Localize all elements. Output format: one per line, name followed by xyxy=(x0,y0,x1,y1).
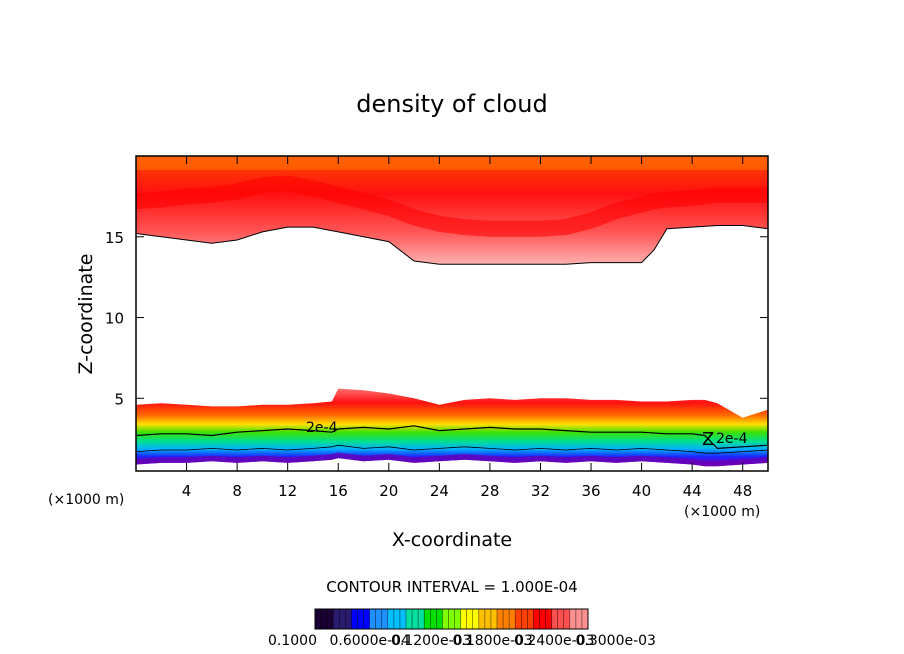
colorbar-swatch xyxy=(387,609,395,629)
colorbar-swatch xyxy=(503,609,510,629)
x-tick-label: 36 xyxy=(581,482,600,500)
colorbar-swatch xyxy=(448,609,455,629)
colorbar-swatch xyxy=(418,609,425,629)
x-tick-label: 40 xyxy=(632,482,651,500)
colorbar-swatch xyxy=(357,609,364,629)
colorbar xyxy=(314,608,589,630)
colorbar-swatch xyxy=(454,609,461,629)
lower-base-band xyxy=(136,452,768,467)
colorbar-swatch xyxy=(569,609,577,629)
colorbar-labels: 0.1000 0.6000e-040.1200e-030.1800e-030.24… xyxy=(268,633,656,649)
x-axis-label: X-coordinate xyxy=(392,529,512,551)
colorbar-swatch xyxy=(539,609,546,629)
colorbar-label: 0.6000e-04 xyxy=(330,633,411,649)
x-tick-label: 8 xyxy=(232,482,242,500)
contour-lines xyxy=(135,225,769,454)
colorbar-swatch xyxy=(399,609,407,629)
colorbar-swatch xyxy=(497,609,504,629)
colorbar-label: 0.1800e-03 xyxy=(453,633,533,649)
contour-label-right-marker: Z xyxy=(702,429,714,450)
colorbar-swatch xyxy=(460,609,467,629)
colorbar-swatch xyxy=(509,609,516,629)
colorbar-swatch xyxy=(557,609,565,629)
x-tick-label: 24 xyxy=(430,482,449,500)
plot-frame xyxy=(135,155,769,472)
colorbar-swatch xyxy=(527,609,534,629)
contour-label-left: 2e-4 xyxy=(306,420,338,436)
x-tick-label: 32 xyxy=(531,482,550,500)
upper-base-contour xyxy=(135,225,769,265)
colorbar-swatch xyxy=(551,609,558,629)
x-tick-label: 16 xyxy=(329,482,348,500)
colorbar-swatch xyxy=(381,609,389,629)
colorbar-swatch xyxy=(333,609,340,629)
colorbar-swatch xyxy=(436,609,443,629)
x-tick-label: 48 xyxy=(733,482,752,500)
colorbar-swatch xyxy=(327,609,334,629)
colorbar-swatch xyxy=(321,609,328,629)
colorbar-swatch xyxy=(442,609,449,629)
x-axis: 4 8 12 16 20 24 28 32 36 40 44 48 xyxy=(182,156,752,500)
x-tick-label: 20 xyxy=(379,482,398,500)
colorbar-swatch xyxy=(478,609,486,629)
lower-cloud-layer xyxy=(136,388,768,467)
colorbar-swatch xyxy=(515,609,522,629)
y-tick-label: 5 xyxy=(114,390,124,408)
colorbar-swatch xyxy=(575,609,583,629)
colorbar-swatch xyxy=(369,609,376,629)
colorbar-swatch xyxy=(484,609,492,629)
y-tick-label: 15 xyxy=(105,229,124,247)
colorbar-swatch xyxy=(315,609,322,629)
x-tick-label: 12 xyxy=(278,482,297,500)
x-tick-label: 44 xyxy=(683,482,702,500)
upper-density-peak xyxy=(136,175,768,237)
contour-2e4-line xyxy=(135,425,769,450)
colorbar-swatch xyxy=(533,609,540,629)
y-axis-label: Z-coordinate xyxy=(75,254,97,375)
colorbar-label: 0.3000e-03 xyxy=(576,633,656,649)
colorbar-label: 0.1000 xyxy=(268,633,317,649)
y-tick-label: 10 xyxy=(105,310,124,328)
colorbar-swatch xyxy=(472,609,480,629)
colorbar-swatch xyxy=(351,609,358,629)
colorbar-swatch xyxy=(430,609,437,629)
colorbar-swatch xyxy=(490,609,498,629)
upper-cloud-layer xyxy=(136,156,768,265)
colorbar-swatch xyxy=(521,609,528,629)
plot-area xyxy=(136,156,768,467)
colorbar-swatch xyxy=(339,609,346,629)
x-tick-label: 4 xyxy=(182,482,192,500)
contour-interval-text: CONTOUR INTERVAL = 1.000E-04 xyxy=(326,578,577,596)
contour-lower-line xyxy=(135,444,769,454)
chart-title: density of cloud xyxy=(356,90,547,118)
colorbar-swatch xyxy=(466,609,474,629)
colorbar-swatch xyxy=(581,609,589,629)
colorbar-label: 0.2400e-03 xyxy=(514,633,594,649)
colorbar-swatch xyxy=(412,609,419,629)
y-axis: 5 10 15 xyxy=(105,229,768,408)
colorbar-swatch xyxy=(375,609,383,629)
colorbar-frame xyxy=(314,608,589,630)
colorbar-swatch xyxy=(393,609,401,629)
upper-top-fringe xyxy=(136,156,768,170)
colorbar-swatch xyxy=(345,609,352,629)
colorbar-swatch xyxy=(424,609,431,629)
contour-label-right: 2e-4 xyxy=(716,431,748,447)
colorbar-swatch xyxy=(363,609,370,629)
colorbar-swatch xyxy=(545,609,552,629)
x-unit-label: (×1000 m) xyxy=(684,504,760,520)
y-unit-label: (×1000 m) xyxy=(48,492,124,508)
colorbar-swatch xyxy=(563,609,571,629)
colorbar-label: 0.1200e-03 xyxy=(391,633,471,649)
x-tick-label: 28 xyxy=(480,482,499,500)
colorbar-swatch xyxy=(406,609,413,629)
